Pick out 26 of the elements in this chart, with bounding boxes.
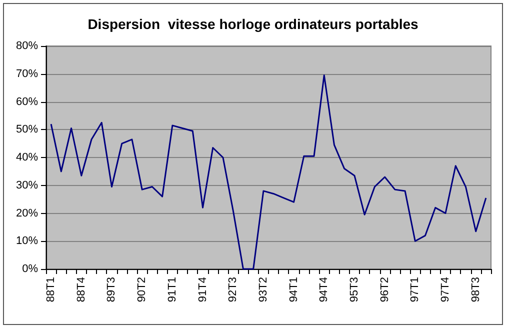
x-tick-label: 93T2 <box>257 277 270 302</box>
line-series <box>50 74 487 270</box>
x-tick-label: 89T3 <box>106 277 118 302</box>
x-tick-label: 94T4 <box>318 277 330 302</box>
y-tick-label: 20% <box>16 207 38 220</box>
x-tick-label: 96T2 <box>378 277 391 302</box>
x-tick-label: 97T4 <box>439 277 452 302</box>
y-tick-label: 30% <box>16 179 38 192</box>
y-tick-label: 80% <box>16 40 38 52</box>
x-tick-label: 88T1 <box>45 277 58 302</box>
x-tick-label: 90T2 <box>136 277 148 302</box>
y-tick-label: 40% <box>16 152 38 164</box>
chart-title: Dispersion vitesse horloge ordinateurs portables <box>88 16 419 32</box>
x-tick-label: 94T1 <box>288 277 300 302</box>
y-tick-label: 10% <box>16 235 38 248</box>
x-tick-label: 91T1 <box>166 277 178 302</box>
x-tick-label: 92T3 <box>227 277 240 302</box>
x-tick-label: 98T3 <box>470 277 482 302</box>
y-tick-label: 0% <box>22 263 38 275</box>
y-tick-label: 70% <box>16 68 38 80</box>
x-tick-label: 88T4 <box>75 277 88 302</box>
y-tick-label: 60% <box>16 96 38 108</box>
y-tick-label: 50% <box>16 124 38 136</box>
x-tick-label: 91T4 <box>196 277 209 302</box>
x-tick-label: 97T1 <box>409 277 422 302</box>
x-tick-label: 95T3 <box>348 277 360 302</box>
